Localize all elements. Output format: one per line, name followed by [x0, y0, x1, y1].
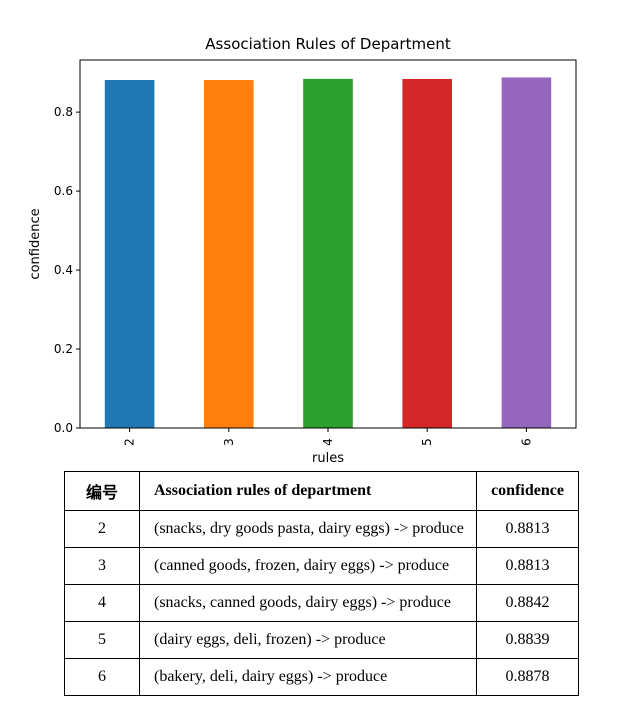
x-tick-label: 5: [420, 438, 434, 446]
cell-id: 4: [64, 584, 140, 622]
bar-3: [204, 80, 254, 428]
cell-rule: (snacks, dry goods pasta, dairy eggs) ->…: [139, 510, 477, 548]
cell-id: 2: [64, 510, 140, 548]
table-row: 6 (bakery, deli, dairy eggs) -> produce …: [64, 658, 579, 696]
x-tick-label: 2: [123, 438, 137, 446]
x-tick-label: 4: [321, 438, 335, 446]
header-id: 编号: [64, 471, 140, 511]
y-axis: 0.0 0.2 0.4 0.6 0.8: [54, 105, 80, 435]
header-rule: Association rules of department: [139, 471, 477, 511]
y-tick-label: 0.4: [54, 263, 73, 277]
bar-5: [402, 78, 452, 428]
header-confidence: confidence: [476, 471, 579, 511]
cell-rule: (bakery, deli, dairy eggs) -> produce: [139, 658, 477, 696]
x-tick-label: 3: [222, 438, 236, 446]
cell-rule: (canned goods, frozen, dairy eggs) -> pr…: [139, 547, 477, 585]
table-row: 3 (canned goods, frozen, dairy eggs) -> …: [64, 547, 579, 585]
y-tick-label: 0.2: [54, 342, 73, 356]
table-row: 2 (snacks, dry goods pasta, dairy eggs) …: [64, 510, 579, 548]
cell-id: 3: [64, 547, 140, 585]
cell-confidence: 0.8878: [476, 658, 579, 696]
table-header-row: 编号 Association rules of department confi…: [64, 471, 579, 511]
x-axis: 2 3 4 5 6: [123, 428, 533, 446]
cell-confidence: 0.8839: [476, 621, 579, 659]
rules-table-container: 编号 Association rules of department confi…: [64, 471, 579, 696]
plot-frame: [79, 59, 577, 429]
cell-rule: (dairy eggs, deli, frozen) -> produce: [139, 621, 477, 659]
cell-confidence: 0.8842: [476, 584, 579, 622]
x-axis-label: rules: [312, 451, 344, 466]
table-row: 4 (snacks, canned goods, dairy eggs) -> …: [64, 584, 579, 622]
y-axis-label: confidence: [28, 208, 43, 279]
bar-6: [501, 77, 552, 428]
cell-rule: (snacks, canned goods, dairy eggs) -> pr…: [139, 584, 477, 622]
bars-group: [104, 77, 552, 429]
y-tick-label: 0.6: [54, 184, 73, 198]
y-tick-label: 0.8: [54, 105, 73, 119]
cell-id: 5: [64, 621, 140, 659]
bar-chart: Association Rules of Department 0.00.20.…: [28, 35, 577, 466]
cell-id: 6: [64, 658, 140, 696]
rules-table: 编号 Association rules of department confi…: [64, 471, 579, 696]
chart-title: Association Rules of Department: [205, 35, 451, 53]
bar-2: [104, 80, 155, 428]
y-tick-label: 0.0: [54, 421, 73, 435]
cell-confidence: 0.8813: [476, 547, 579, 585]
bar-4: [303, 78, 353, 429]
cell-confidence: 0.8813: [476, 510, 579, 548]
x-tick-label: 6: [519, 438, 533, 446]
table-row: 5 (dairy eggs, deli, frozen) -> produce …: [64, 621, 579, 659]
